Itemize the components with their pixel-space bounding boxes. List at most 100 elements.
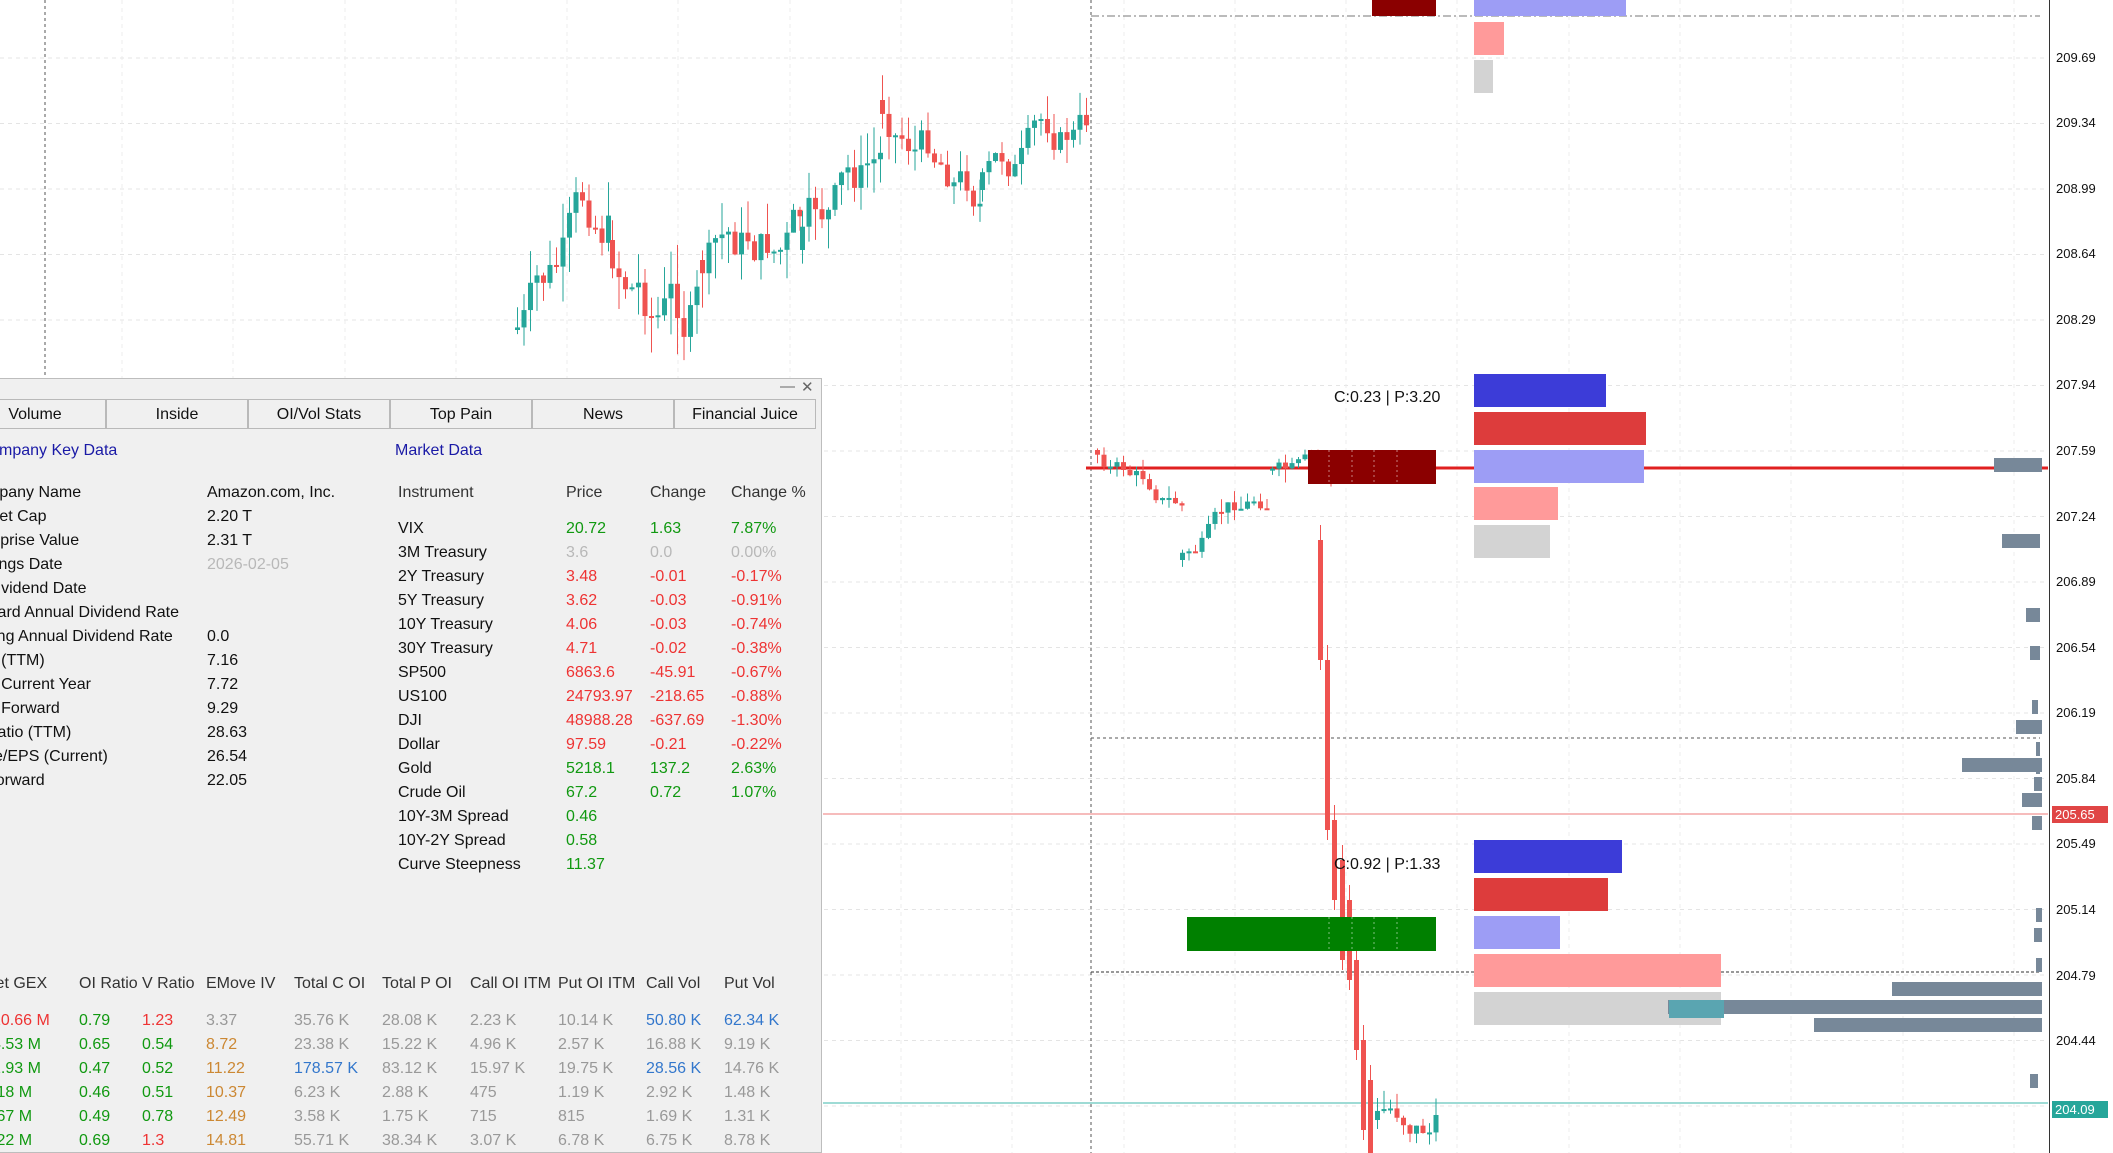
- ckd-value: 2.20 T: [207, 508, 253, 525]
- candle-body: [1381, 1109, 1387, 1112]
- gex-cell: 1.93 M: [0, 1060, 41, 1077]
- tab-news[interactable]: News: [532, 399, 674, 429]
- tab-volume[interactable]: Volume: [0, 399, 106, 429]
- candle-body: [958, 171, 963, 183]
- ckd-label: Ratio (TTM): [0, 724, 72, 741]
- candle-body: [1147, 479, 1152, 490]
- candle-body: [832, 185, 838, 210]
- candle-body: [912, 149, 918, 152]
- current-price-tag-teal: 204.09: [2052, 1101, 2108, 1118]
- gex-cell: 11.22: [206, 1060, 245, 1077]
- price-tick: 207.59: [2056, 443, 2096, 458]
- price-tick: 207.94: [2056, 377, 2096, 392]
- md-pct: -0.22%: [731, 736, 782, 753]
- gex-cell: 0.46: [79, 1084, 111, 1101]
- md-change: -0.01: [650, 568, 687, 585]
- candle-body: [865, 163, 870, 166]
- md-change: -0.21: [650, 736, 687, 753]
- md-price: 3.48: [566, 568, 598, 585]
- md-price: 6863.6: [566, 664, 615, 681]
- md-instrument: Curve Steepness: [398, 856, 521, 873]
- options-bar: [1474, 878, 1608, 911]
- candle-body: [606, 215, 611, 243]
- chart-canvas[interactable]: [0, 0, 2050, 1153]
- candle-body: [745, 232, 751, 242]
- price-tick: 206.19: [2056, 705, 2096, 720]
- candle-body: [1264, 508, 1270, 511]
- gex-cell: 0.47: [79, 1060, 111, 1077]
- current-price-tag-red: 205.65: [2052, 806, 2108, 823]
- window-titlebar[interactable]: — ✕: [0, 378, 821, 397]
- tab-inside[interactable]: Inside: [106, 399, 248, 429]
- candle-body: [986, 161, 992, 173]
- candle-body: [1032, 120, 1037, 128]
- gamma-zone: [1308, 450, 1436, 484]
- candle-body: [1302, 454, 1308, 460]
- md-pct: -0.17%: [731, 568, 782, 585]
- md-price: 97.59: [566, 736, 607, 753]
- options-data-window[interactable]: — ✕ Volume Inside OI/Vol Stats Top Pain …: [0, 378, 822, 1153]
- gex-cell: 1.19 K: [558, 1084, 605, 1101]
- candle-body: [771, 251, 777, 254]
- candle-body: [1160, 498, 1165, 501]
- candle-body: [778, 249, 783, 252]
- gex-cell: 0.51: [142, 1084, 174, 1101]
- gex-cell: 6.23 K: [294, 1084, 341, 1101]
- gex-cell: 3.58 K: [294, 1108, 341, 1125]
- gex-cell: 0.52: [142, 1060, 174, 1077]
- md-instrument: 10Y-3M Spread: [398, 808, 509, 825]
- gex-header: OI Ratio: [79, 975, 138, 992]
- gex-cell: 3.07 K: [470, 1132, 517, 1149]
- volume-profile-bar: [2022, 793, 2042, 807]
- options-bar: [1474, 374, 1606, 407]
- md-instrument: 30Y Treasury: [398, 640, 493, 657]
- tab-oi-vol-stats[interactable]: OI/Vol Stats: [248, 399, 390, 429]
- ckd-label: erprise Value: [0, 532, 80, 549]
- candle-body: [1095, 450, 1100, 455]
- tab-top-pain[interactable]: Top Pain: [390, 399, 532, 429]
- candle-body: [1258, 501, 1263, 509]
- price-chart[interactable]: C:0.23 | P:3.20 C:0.92 | P:1.33: [0, 0, 2050, 1153]
- ckd-label: rket Cap: [0, 508, 47, 525]
- md-instrument: 10Y-2Y Spread: [398, 832, 506, 849]
- candle-body: [515, 327, 520, 330]
- close-icon[interactable]: ✕: [801, 379, 814, 396]
- md-pct: 2.63%: [731, 760, 777, 777]
- md-price: 20.72: [566, 520, 607, 537]
- md-price: 5218.1: [566, 760, 615, 777]
- candle-body: [732, 231, 738, 255]
- price-tick: 206.89: [2056, 574, 2096, 589]
- gex-cell: .18 M: [0, 1084, 33, 1101]
- candle-body: [1019, 147, 1024, 165]
- gex-cell: 2.88 K: [382, 1084, 429, 1101]
- gex-header: Call Vol: [646, 975, 701, 992]
- candle-body: [906, 138, 911, 152]
- gex-cell: 15.22 K: [382, 1036, 438, 1053]
- ckd-label: mpany Name: [0, 484, 82, 501]
- volume-profile-bar: [2034, 777, 2042, 791]
- candle-body: [791, 209, 796, 233]
- gex-cell: 1.75 K: [382, 1108, 429, 1125]
- options-bar: [1474, 487, 1558, 520]
- tab-financial-juice[interactable]: Financial Juice: [674, 399, 816, 429]
- price-tick: 207.24: [2056, 509, 2096, 524]
- md-instrument: SP500: [398, 664, 447, 681]
- md-instrument: VIX: [398, 520, 424, 537]
- gex-cell: 50.80 K: [646, 1012, 702, 1029]
- options-bar: [1474, 954, 1721, 987]
- gex-cell: 16.88 K: [646, 1036, 702, 1053]
- ckd-label: Forward: [0, 772, 45, 789]
- price-tick: 208.29: [2056, 312, 2096, 327]
- candle-body: [1427, 1132, 1432, 1135]
- candle-body: [871, 159, 877, 164]
- gex-cell: 10.14 K: [558, 1012, 614, 1029]
- ckd-label: S Current Year: [0, 676, 91, 693]
- gex-cell: 715: [470, 1108, 497, 1125]
- minimize-icon[interactable]: —: [780, 378, 795, 395]
- candle-body: [819, 209, 825, 220]
- ckd-value: 2026-02-05: [207, 556, 289, 573]
- ckd-value: 2.31 T: [207, 532, 253, 549]
- candle-body: [1420, 1125, 1426, 1134]
- price-axis[interactable]: 209.69 209.34 208.99 208.64 208.29 207.9…: [2049, 0, 2113, 1153]
- candle-body: [1232, 502, 1237, 511]
